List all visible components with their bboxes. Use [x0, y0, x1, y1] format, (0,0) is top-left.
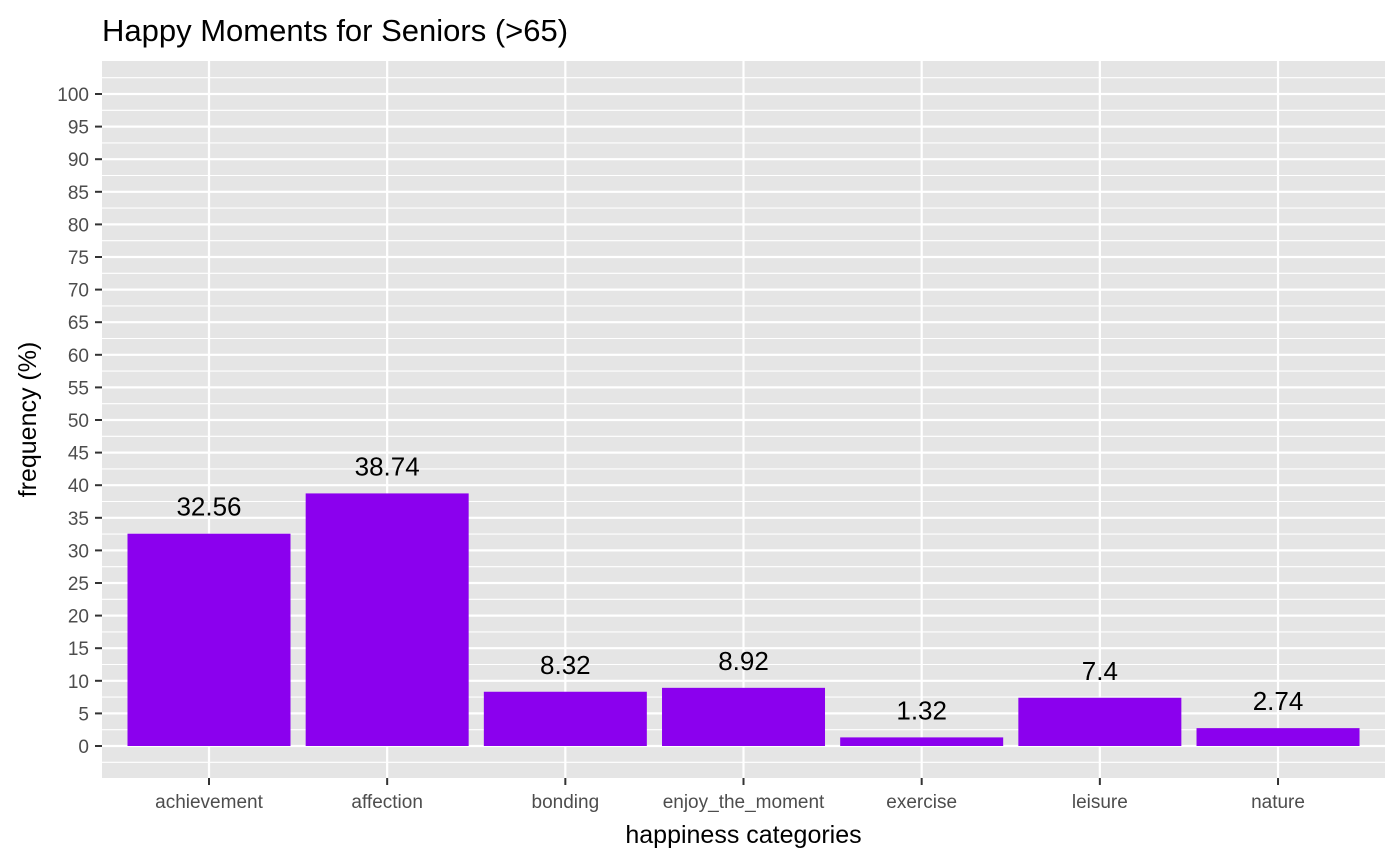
y-tick-label: 80 [68, 215, 89, 236]
x-tick-label-achievement: achievement [155, 792, 263, 813]
y-tick-label: 90 [68, 150, 89, 171]
y-tick-label: 85 [68, 183, 89, 204]
y-tick-label: 65 [68, 313, 89, 334]
data-labels-group: 32.56 38.74 8.32 8.92 1.32 7.4 2.74 [176, 451, 1303, 725]
y-tick-label: 60 [68, 346, 89, 367]
chart-title: Happy Moments for Seniors (>65) [102, 13, 568, 48]
y-tick-label: 50 [68, 411, 89, 432]
y-tick-label: 45 [68, 444, 89, 465]
y-tick-label: 25 [68, 574, 89, 595]
x-tick-label-nature: nature [1251, 792, 1305, 813]
data-label-affection: 38.74 [355, 451, 420, 481]
x-tick-label-affection: affection [351, 792, 422, 813]
y-tick-label: 20 [68, 607, 89, 628]
bar-nature [1196, 728, 1360, 746]
y-tick-label: 95 [68, 118, 89, 139]
y-tick-label: 55 [68, 378, 89, 399]
data-label-leisure: 7.4 [1082, 656, 1118, 686]
x-tick-label-leisure: leisure [1072, 792, 1128, 813]
y-tick-label: 5 [78, 704, 89, 725]
data-label-achievement: 32.56 [176, 492, 241, 522]
y-axis: 0 5 10 15 20 25 30 35 40 45 50 55 60 65 70 75 80 85 90 95 10… [57, 85, 102, 758]
bars-group [127, 493, 1360, 746]
bar-leisure [1018, 697, 1182, 746]
x-tick-label-enjoy_the_moment: enjoy_the_moment [663, 792, 825, 813]
bar-affection [305, 493, 469, 746]
y-tick-label: 70 [68, 281, 89, 302]
data-label-enjoy_the_moment: 8.92 [718, 646, 769, 676]
x-tick-label-bonding: bonding [532, 792, 600, 813]
data-label-exercise: 1.32 [896, 695, 947, 725]
y-tick-label: 30 [68, 541, 89, 562]
bar-exercise [840, 737, 1004, 746]
y-tick-label: 40 [68, 476, 89, 497]
x-tick-label-exercise: exercise [886, 792, 957, 813]
y-tick-label: 100 [57, 85, 89, 106]
y-tick-label: 0 [78, 737, 89, 758]
y-axis-title: frequency (%) [14, 342, 42, 498]
y-tick-label: 15 [68, 639, 89, 660]
x-axis: achievement affection bonding enjoy_the_mom… [155, 778, 1305, 813]
y-tick-label: 35 [68, 509, 89, 530]
y-tick-label: 75 [68, 248, 89, 269]
data-label-nature: 2.74 [1253, 686, 1304, 716]
y-tick-label: 10 [68, 672, 89, 693]
bar-achievement [127, 533, 291, 746]
bar-bonding [483, 691, 647, 746]
bar-enjoy_the_moment [662, 687, 826, 746]
data-label-bonding: 8.32 [540, 650, 591, 680]
x-axis-title: happiness categories [625, 821, 861, 849]
